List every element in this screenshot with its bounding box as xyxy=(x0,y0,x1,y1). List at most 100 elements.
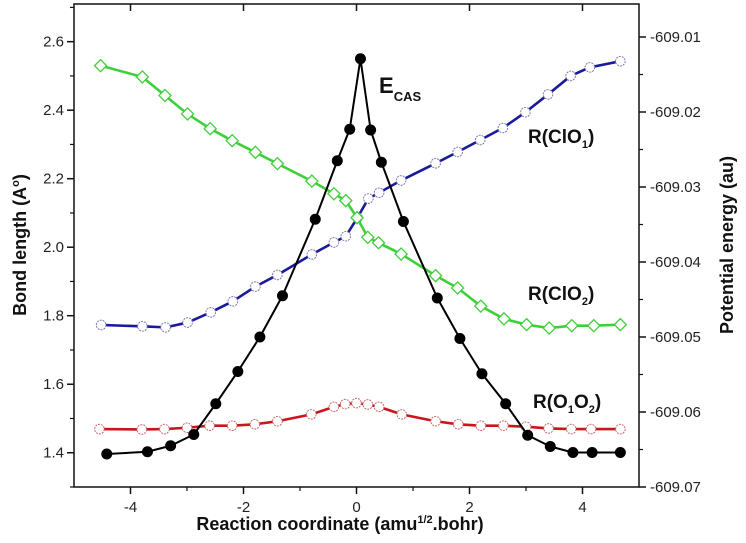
data-point xyxy=(141,446,153,458)
data-point xyxy=(350,210,364,225)
data-point xyxy=(338,193,353,208)
data-point xyxy=(93,58,108,73)
data-point xyxy=(365,124,377,136)
data-point xyxy=(500,398,512,410)
data-point xyxy=(306,249,318,260)
y2-tick-label: -609.06 xyxy=(650,404,701,421)
data-point xyxy=(431,292,443,304)
y-tick-label: 1.8 xyxy=(43,308,64,325)
plot-area xyxy=(93,53,628,460)
data-point xyxy=(326,186,341,201)
data-point xyxy=(454,333,466,344)
data-point xyxy=(585,423,597,435)
data-point xyxy=(565,423,577,435)
series-3 xyxy=(94,397,626,435)
data-point xyxy=(340,230,352,242)
data-point xyxy=(522,429,534,441)
y-tick-label: 2.4 xyxy=(43,102,64,119)
data-point xyxy=(567,447,579,458)
data-point xyxy=(565,70,576,82)
x-tick-label: 0 xyxy=(352,499,360,516)
y2-tick-label: -609.05 xyxy=(650,329,701,346)
data-point xyxy=(564,318,579,333)
axes: -4 -2 0 2 4 1.4 1.6 1.8 2.0 2.2 2.4 2.6 -609.07 -609.… xyxy=(43,3,701,516)
data-point xyxy=(249,419,261,430)
data-point xyxy=(373,401,385,413)
y-tick-label: 1.4 xyxy=(43,445,64,462)
data-point xyxy=(160,322,171,333)
data-point xyxy=(474,134,486,146)
data-point xyxy=(544,441,556,452)
y2-axis-title: Potential energy (au) xyxy=(717,156,737,334)
data-point xyxy=(430,157,441,169)
data-point xyxy=(339,398,351,410)
data-point xyxy=(394,247,409,261)
data-point xyxy=(272,415,283,427)
data-point xyxy=(276,290,288,302)
data-point xyxy=(159,423,170,435)
data-point xyxy=(181,422,193,434)
y2-tick-label: -609.01 xyxy=(650,29,701,46)
data-point xyxy=(248,145,263,160)
y-tick-label: 2.2 xyxy=(43,171,64,188)
data-point xyxy=(362,399,374,410)
y-tick-label: 1.6 xyxy=(43,376,64,393)
data-point xyxy=(542,89,554,100)
data-point xyxy=(250,281,261,292)
data-point xyxy=(344,123,356,135)
data-point xyxy=(498,420,509,431)
data-point xyxy=(270,156,285,171)
data-point xyxy=(95,319,107,331)
data-point xyxy=(476,368,488,380)
data-point xyxy=(227,296,239,307)
y-tick-label: 2.6 xyxy=(43,34,64,51)
data-point xyxy=(225,133,240,148)
data-point xyxy=(137,321,148,332)
data-point xyxy=(204,420,215,431)
series-0 xyxy=(101,53,626,460)
data-point xyxy=(360,230,375,245)
series-2 xyxy=(93,58,628,335)
y-tick-label: 2.0 xyxy=(43,239,64,256)
y2-tick-label: -609.07 xyxy=(650,479,701,496)
data-point xyxy=(226,420,238,431)
data-point xyxy=(397,216,409,227)
data-point xyxy=(452,146,463,158)
data-point xyxy=(396,409,408,420)
data-point xyxy=(165,440,177,452)
series-1 xyxy=(95,55,626,333)
data-point xyxy=(328,401,340,413)
data-point xyxy=(615,55,626,67)
data-point xyxy=(363,193,374,204)
data-point xyxy=(428,268,443,283)
data-point xyxy=(615,423,626,435)
series-label-r-clo2: R(ClO2) xyxy=(528,284,594,308)
data-point xyxy=(254,331,266,343)
data-point xyxy=(475,420,487,431)
x-axis-title: Reaction coordinate (amu1/2.bohr) xyxy=(196,514,483,534)
data-point xyxy=(205,306,217,318)
data-point xyxy=(94,423,105,435)
data-point xyxy=(375,156,387,168)
data-point xyxy=(182,317,193,328)
data-point xyxy=(232,366,244,377)
data-point xyxy=(331,155,343,167)
data-point xyxy=(158,88,172,103)
y-axis-title: Bond length (Ao) xyxy=(10,174,30,316)
data-point xyxy=(519,317,534,332)
data-point xyxy=(430,415,441,427)
series-label-r-o1o2: R(O1O2) xyxy=(533,392,601,416)
x-tick-label: -4 xyxy=(124,499,137,516)
plot-frame xyxy=(73,3,640,488)
data-point xyxy=(354,53,366,65)
data-point xyxy=(395,175,407,186)
data-point xyxy=(586,447,598,458)
data-point xyxy=(328,237,340,248)
data-point xyxy=(203,121,218,136)
x-tick-label: -2 xyxy=(237,499,250,516)
data-point xyxy=(520,106,531,118)
data-point xyxy=(586,318,601,333)
series-label-r-clo1: R(ClO1) xyxy=(528,127,594,151)
data-point xyxy=(373,187,385,199)
